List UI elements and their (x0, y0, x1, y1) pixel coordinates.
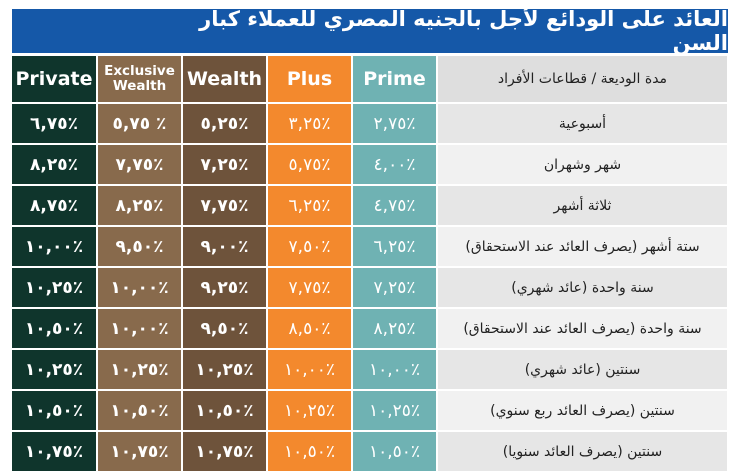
rate-cell-plus: ٪١٠,٠٠ (267, 349, 353, 391)
table-row: ٪٨,٧٥ ٪٨,٢٥ ٪٧,٧٥ ٪٦,٢٥ ٪٤,٧٥ ثلاثة أشهر (12, 185, 729, 227)
rate-cell-plus: ٪٣,٢٥ (267, 103, 353, 145)
rate-cell-prime: ٪١٠,٠٠ (352, 349, 438, 391)
rate-cell-prime: ٪١٠,٢٥ (352, 390, 438, 432)
rate-cell-private: ٪١٠,٧٥ (12, 431, 98, 473)
rate-cell-prime: ٪٤,٧٥ (352, 185, 438, 227)
rate-cell-plus: ٪١٠,٥٠ (267, 431, 353, 473)
period-cell: سنة واحدة (يصرف العائد عند الاستحقاق) (437, 308, 729, 350)
rate-cell-private: ٪١٠,٠٠ (12, 226, 98, 268)
header-prime: Prime (352, 56, 438, 104)
period-cell: سنتين (يصرف العائد ربع سنوي) (437, 390, 729, 432)
period-cell: سنتين (يصرف العائد سنويا) (437, 431, 729, 473)
rate-cell-wealth: ٪٩,٥٠ (182, 308, 268, 350)
rate-cell-private: ٪٦,٧٥ (12, 103, 98, 145)
rate-cell-prime: ٪١٠,٥٠ (352, 431, 438, 473)
rate-cell-wealth: ٪١٠,٥٠ (182, 390, 268, 432)
rate-cell-exclusive: ٪١٠,٥٠ (97, 390, 183, 432)
period-cell: أسبوعية (437, 103, 729, 145)
table-row: ٪١٠,٥٠ ٪١٠,٥٠ ٪١٠,٥٠ ٪١٠,٢٥ ٪١٠,٢٥ سنتين (يصر… (12, 390, 729, 432)
rate-cell-wealth: ٪١٠,٢٥ (182, 349, 268, 391)
header-plus: Plus (267, 56, 353, 104)
rate-cell-private: ٪٨,٧٥ (12, 185, 98, 227)
rate-cell-wealth: ٪٩,٢٥ (182, 267, 268, 309)
rate-cell-plus: ٪٦,٢٥ (267, 185, 353, 227)
rate-cell-exclusive: ٪٧,٧٥ (97, 144, 183, 186)
rate-cell-exclusive: ٪١٠,٠٠ (97, 308, 183, 350)
rate-cell-private: ٪١٠,٥٠ (12, 390, 98, 432)
header-private: Private (12, 56, 98, 104)
header-period: مدة الوديعة / قطاعات الأفراد (437, 56, 729, 104)
rate-cell-wealth: ٪٩,٠٠ (182, 226, 268, 268)
table-row: ٪١٠,٥٠ ٪١٠,٠٠ ٪٩,٥٠ ٪٨,٥٠ ٪٨,٢٥ سنة واحدة (يص… (12, 308, 729, 350)
rate-cell-exclusive: ٪٨,٢٥ (97, 185, 183, 227)
rate-cell-exclusive: ٪ ٥,٧٥ (97, 103, 183, 145)
rate-cell-exclusive: ٪١٠,٢٥ (97, 349, 183, 391)
header-row: Private Exclusive Wealth Wealth Plus Pri… (12, 56, 729, 104)
rate-cell-prime: ٪٨,٢٥ (352, 308, 438, 350)
table-title-banner: العائد على الودائع لأجل بالجنيه المصري ل… (12, 7, 728, 55)
table-title: العائد على الودائع لأجل بالجنيه المصري ل… (199, 7, 728, 55)
rate-cell-prime: ٪٢,٧٥ (352, 103, 438, 145)
table-row: ٪١٠,٢٥ ٪١٠,٢٥ ٪١٠,٢٥ ٪١٠,٠٠ ٪١٠,٠٠ سنتين (عائ… (12, 349, 729, 391)
rate-cell-prime: ٪٦,٢٥ (352, 226, 438, 268)
period-cell: سنتين (عائد شهري) (437, 349, 729, 391)
header-exclusive-wealth: Exclusive Wealth (97, 56, 183, 104)
rate-cell-plus: ٪٧,٧٥ (267, 267, 353, 309)
period-cell: ثلاثة أشهر (437, 185, 729, 227)
rate-cell-wealth: ٪١٠,٧٥ (182, 431, 268, 473)
table-row: ٪٦,٧٥ ٪ ٥,٧٥ ٪٥,٢٥ ٪٣,٢٥ ٪٢,٧٥ أسبوعية (12, 103, 729, 145)
rate-cell-private: ٪١٠,٢٥ (12, 349, 98, 391)
rate-cell-wealth: ٪٥,٢٥ (182, 103, 268, 145)
rate-cell-private: ٪١٠,٢٥ (12, 267, 98, 309)
rate-cell-plus: ٪١٠,٢٥ (267, 390, 353, 432)
rates-table: Private Exclusive Wealth Wealth Plus Pri… (12, 56, 729, 473)
rate-cell-prime: ٪٤,٠٠ (352, 144, 438, 186)
header-wealth: Wealth (182, 56, 268, 104)
table-row: ٪١٠,٢٥ ٪١٠,٠٠ ٪٩,٢٥ ٪٧,٧٥ ٪٧,٢٥ سنة واحدة (عا… (12, 267, 729, 309)
rate-cell-exclusive: ٪١٠,٧٥ (97, 431, 183, 473)
rate-cell-plus: ٪٥,٧٥ (267, 144, 353, 186)
rate-cell-wealth: ٪٧,٢٥ (182, 144, 268, 186)
period-cell: شهر وشهران (437, 144, 729, 186)
rate-cell-exclusive: ٪٩,٥٠ (97, 226, 183, 268)
rate-cell-plus: ٪٨,٥٠ (267, 308, 353, 350)
rate-cell-exclusive: ٪١٠,٠٠ (97, 267, 183, 309)
table-row: ٪٨,٢٥ ٪٧,٧٥ ٪٧,٢٥ ٪٥,٧٥ ٪٤,٠٠ شهر وشهران (12, 144, 729, 186)
period-cell: سنة واحدة (عائد شهري) (437, 267, 729, 309)
rate-cell-private: ٪٨,٢٥ (12, 144, 98, 186)
rate-cell-plus: ٪٧,٥٠ (267, 226, 353, 268)
rate-cell-private: ٪١٠,٥٠ (12, 308, 98, 350)
table-row: ٪١٠,٧٥ ٪١٠,٧٥ ٪١٠,٧٥ ٪١٠,٥٠ ٪١٠,٥٠ سنتين (يصر… (12, 431, 729, 473)
table-row: ٪١٠,٠٠ ٪٩,٥٠ ٪٩,٠٠ ٪٧,٥٠ ٪٦,٢٥ ستة أشهر (يصرف… (12, 226, 729, 268)
period-cell: ستة أشهر (يصرف العائد عند الاستحقاق) (437, 226, 729, 268)
rate-cell-prime: ٪٧,٢٥ (352, 267, 438, 309)
rate-cell-wealth: ٪٧,٧٥ (182, 185, 268, 227)
